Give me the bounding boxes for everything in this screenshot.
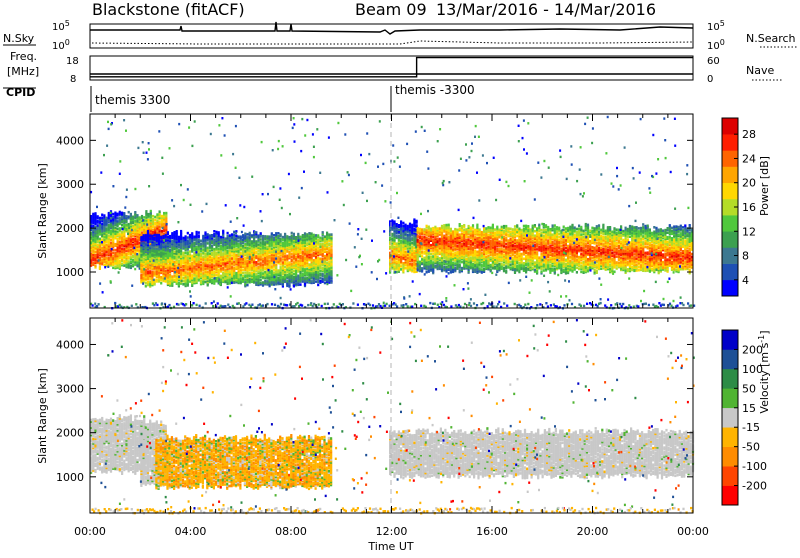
nave-tick-low: 0 (707, 74, 713, 85)
velocity-colorbar-swatch-6 (722, 388, 738, 408)
power-colorbar-tick-1: 28 (742, 128, 756, 141)
power-colorbar-swatch-1 (722, 280, 738, 296)
power-data (90, 116, 695, 310)
velocity-colorbar-swatch-2 (722, 466, 738, 486)
velocity-band-4 (389, 427, 694, 479)
xtick-5: 16:00 (476, 525, 508, 538)
velocity-colorbar-swatch-1 (722, 486, 738, 506)
power-colorbar-swatch-10 (722, 134, 738, 150)
velocity-colorbar-swatch-5 (722, 408, 738, 428)
power-ylabel: Slant Range [km] (36, 163, 49, 259)
nave-label: Nave (746, 64, 774, 77)
xtick-7: 00:00 (677, 525, 709, 538)
velocity-colorbar-tick-4: 15 (742, 402, 756, 415)
power-colorbar-tick-6: 8 (742, 250, 749, 263)
power-ytick-4: 4000 (56, 134, 84, 147)
xtick-3: 08:00 (275, 525, 307, 538)
velocity-ytick-2: 2000 (56, 427, 84, 440)
power-band-4 (417, 223, 693, 275)
freq-label-top: Freq. (10, 50, 37, 63)
velocity-ylabel: Slant Range [km] (36, 368, 49, 464)
date-range: 13/Mar/2016 - 14/Mar/2016 (436, 0, 656, 19)
xtick-4: 12:00 (376, 525, 408, 538)
freq-tick-high: 18 (66, 56, 79, 67)
velocity-colorbar-tick-7: -100 (742, 460, 767, 473)
velocity-ytick-3: 3000 (56, 383, 84, 396)
power-ytick-1: 1000 (56, 266, 84, 279)
velocity-ytick-4: 4000 (56, 338, 84, 351)
velocity-colorbar-tick-8: -200 (742, 480, 767, 493)
freq-label-unit: [MHz] (7, 65, 39, 78)
noise-right-tick-low: 100 (707, 38, 725, 52)
noise-tick-high: 105 (52, 19, 70, 33)
power-ytick-2: 2000 (56, 222, 84, 235)
velocity-ytick-1: 1000 (56, 471, 84, 484)
power-colorbar: 28 24 20 16 12 8 4 (722, 118, 756, 296)
power-colorbar-swatch-4 (722, 231, 738, 247)
power-colorbar-tick-3: 20 (742, 177, 756, 190)
power-colorbar-swatch-5 (722, 215, 738, 231)
velocity-colorbar-swatch-3 (722, 447, 738, 467)
sky-label: N.Sky (3, 32, 35, 45)
power-colorbar-swatch-8 (722, 167, 738, 183)
velocity-colorbar-swatch-9 (722, 330, 738, 350)
power-band-3 (389, 218, 418, 273)
velocity-colorbar-swatch-8 (722, 349, 738, 369)
power-colorbar-tick-4: 16 (742, 201, 756, 214)
nave-tick-high: 60 (707, 56, 720, 67)
xtick-2: 04:00 (175, 525, 207, 538)
velocity-band-3 (155, 434, 332, 490)
velocity-colorbar-swatch-4 (722, 427, 738, 447)
velocity-colorbar-label: Velocity [m s-1] (757, 330, 771, 413)
beam-label: Beam 09 (355, 0, 427, 19)
velocity-colorbar-swatch-7 (722, 369, 738, 389)
xtick-1: 00:00 (74, 525, 106, 538)
xtick-6: 20:00 (577, 525, 609, 538)
freq-panel: Freq. [MHz] 18 8 60 0 Nave (7, 50, 782, 85)
time-axis-label: Time UT (367, 540, 413, 553)
velocity-colorbar-tick-6: -50 (742, 441, 760, 454)
power-colorbar-swatch-11 (722, 118, 738, 134)
velocity-data (90, 319, 695, 515)
radar-title: Blackstone (fitACF) (92, 0, 245, 19)
velocity-band-1 (90, 414, 145, 475)
power-colorbar-tick-7: 4 (742, 274, 749, 287)
cpid-row: CPID themis 3300 themis -3300 (3, 83, 475, 112)
noise-panel: N.Sky 105 100 105 100 N.Search (3, 19, 798, 52)
noise-tick-low: 100 (52, 38, 70, 52)
power-ytick-3: 3000 (56, 178, 84, 191)
search-noise-line (92, 41, 693, 44)
cpid-entry-2: themis -3300 (395, 83, 475, 97)
power-scatter (90, 116, 695, 310)
power-colorbar-swatch-2 (722, 264, 738, 280)
power-colorbar-tick-5: 12 (742, 225, 756, 238)
power-colorbar-label: Power [dB] (758, 156, 771, 216)
velocity-panel: 1000 2000 3000 4000 00:00 04:00 08:00 12:00 16:… (36, 318, 771, 553)
power-panel: 1000 2000 3000 4000 Slant Range [km] 28 24 20… (36, 114, 771, 310)
velocity-colorbar-tick-5: -15 (742, 421, 760, 434)
velocity-colorbar-tick-3: 50 (742, 382, 756, 395)
search-label: N.Search (746, 32, 796, 45)
power-colorbar-swatch-7 (722, 183, 738, 199)
power-colorbar-tick-2: 24 (742, 152, 756, 165)
cpid-entry-1: themis 3300 (95, 93, 170, 107)
noise-right-tick-high: 105 (707, 19, 725, 33)
freq-tick-low: 8 (70, 74, 76, 85)
